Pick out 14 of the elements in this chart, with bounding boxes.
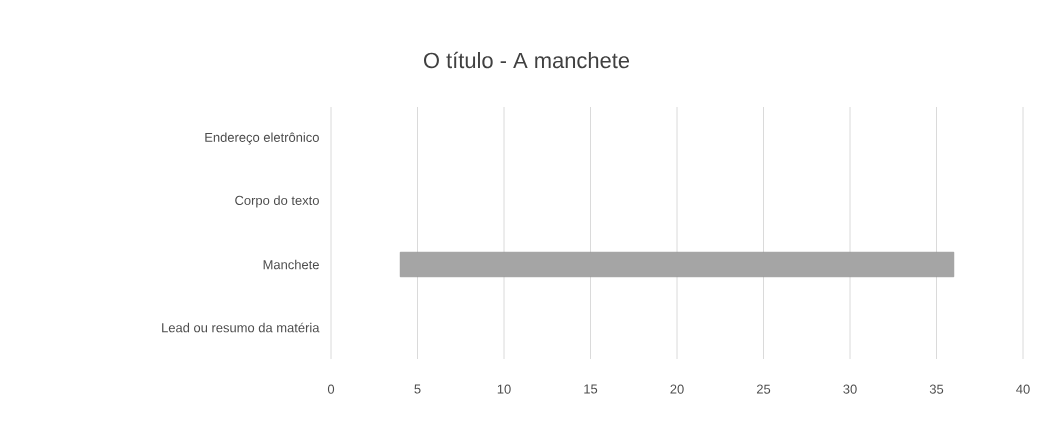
x-tick-label: 40 <box>1016 384 1030 394</box>
x-tick-label: 0 <box>327 384 335 394</box>
x-tick-label: 10 <box>497 384 511 394</box>
y-tick-label: Lead ou resumo da matéria <box>162 322 320 333</box>
x-tick-label: 5 <box>414 384 421 394</box>
x-tick-label: 35 <box>929 384 944 394</box>
y-tick-label: Manchete <box>263 259 319 270</box>
y-tick-label: Endereço eletrônico <box>205 132 319 145</box>
y-tick-label: Corpo do texto <box>235 195 319 208</box>
x-tick-label: 25 <box>756 384 771 394</box>
x-tick-label: 20 <box>670 384 684 394</box>
x-tick-label: 15 <box>584 384 598 394</box>
chart-title: O título - A manchete <box>423 51 630 69</box>
x-tick-label: 30 <box>843 384 857 394</box>
